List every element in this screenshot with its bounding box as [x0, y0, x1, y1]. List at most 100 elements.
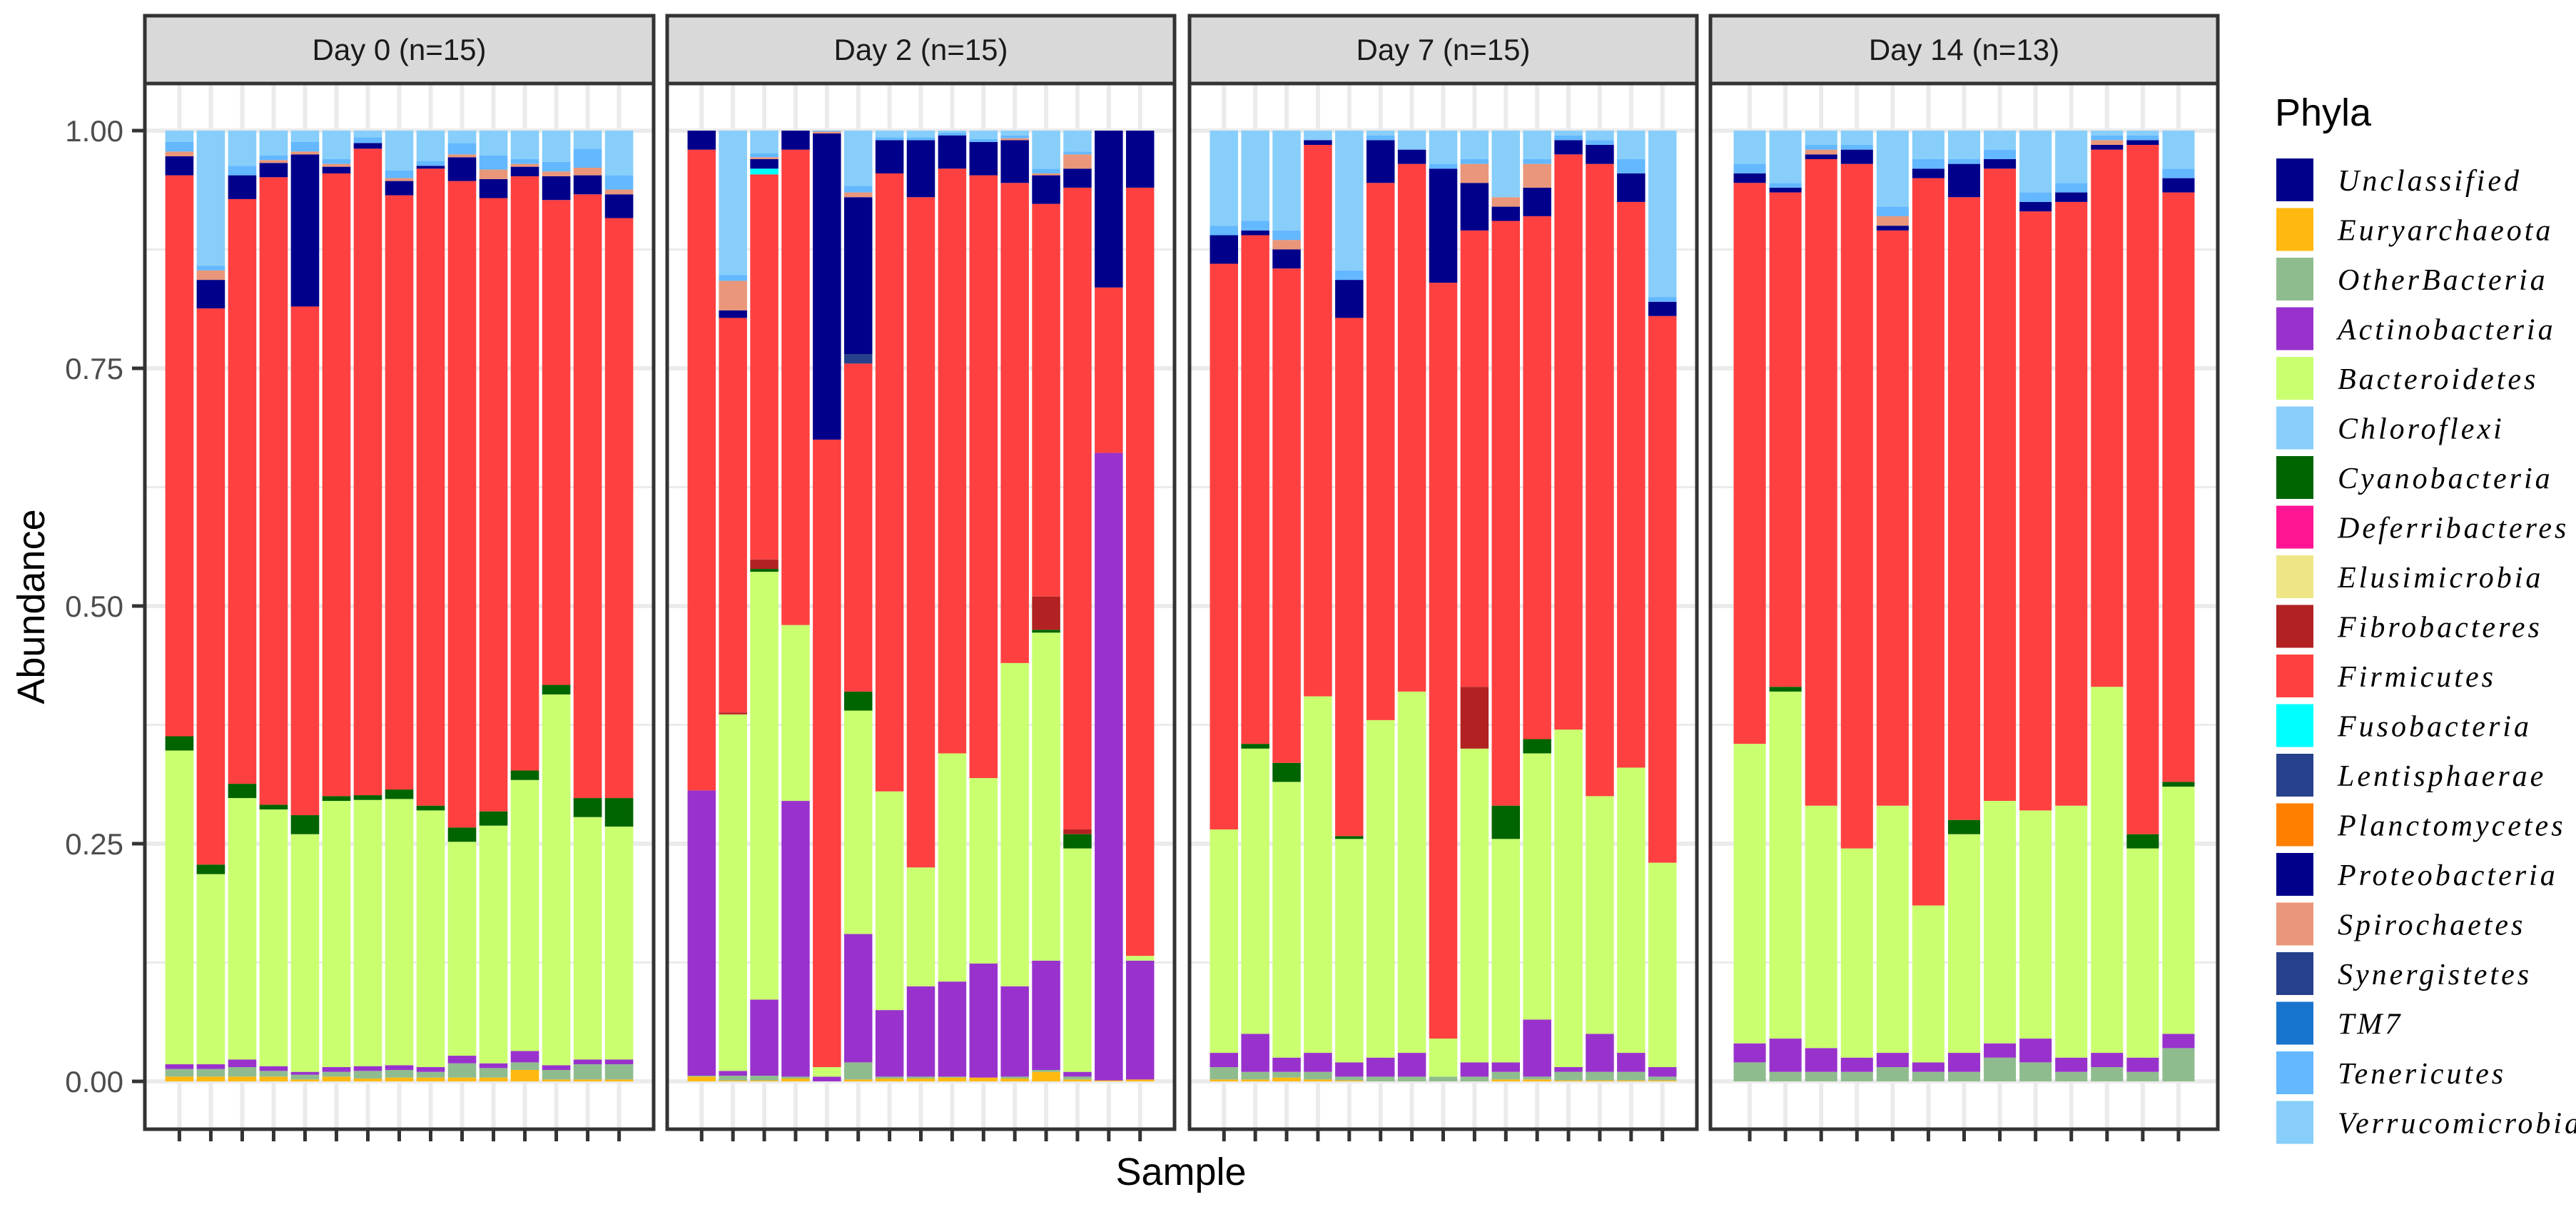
bar-segment-actinobacteria [1523, 1019, 1551, 1077]
bar-segment-bacteroidetes [1397, 691, 1426, 1054]
bar-segment-cyanobacteria [1335, 836, 1364, 839]
bar-segment-tenericutes [385, 170, 414, 178]
bar-segment-proteobacteria [750, 158, 779, 169]
legend-item: Bacteroidetes [2276, 357, 2538, 400]
bar-segment-proteobacteria [1912, 168, 1944, 178]
legend-label: Elusimicrobia [2337, 562, 2543, 595]
bar-segment-verrucomicrobia [196, 131, 225, 266]
stacked-bar [1523, 131, 1551, 1081]
bar-segment-proteobacteria [719, 310, 747, 318]
bar-segment-euryarchaeota [290, 1079, 320, 1081]
legend-key [2276, 1051, 2313, 1094]
bar-segment-cyanobacteria [1769, 687, 1802, 692]
bar-segment-firmicutes [938, 168, 967, 754]
bar-segment-verrucomicrobia [875, 131, 904, 138]
bar-segment-euryarchaeota [510, 1070, 539, 1081]
bar-segment-verrucomicrobia [385, 131, 414, 171]
bar-segment-bacteroidetes [573, 817, 602, 1060]
bar-segment-spirochaetes [1876, 216, 1909, 226]
bar-segment-spirochaetes [385, 178, 414, 181]
bar-segment-otherbacteria [259, 1071, 288, 1077]
legend-label: Bacteroidetes [2338, 363, 2538, 396]
bar-segment-bacteroidetes [1335, 839, 1364, 1063]
bar-segment-cyanobacteria [1241, 744, 1269, 749]
legend-key [2276, 704, 2313, 747]
bar-segment-firmicutes [875, 173, 904, 792]
bar-segment-euryarchaeota [322, 1076, 351, 1081]
facet-strip-label: Day 14 (n=13) [1869, 33, 2059, 66]
bar-segment-actinobacteria [1000, 986, 1029, 1077]
legend-item: Deferribacteres [2276, 505, 2566, 549]
legend-key [2276, 754, 2313, 797]
bar-segment-actinobacteria [1769, 1039, 1802, 1072]
bar-segment-actinobacteria [750, 999, 779, 1076]
bar-segment-actinobacteria [2091, 1053, 2124, 1068]
bar-segment-cyanobacteria [1063, 834, 1092, 849]
bar-segment-verrucomicrobia [353, 131, 382, 138]
legend-item: TM7 [2276, 1001, 2400, 1045]
legend-key [2276, 1001, 2313, 1045]
bar-segment-otherbacteria [1648, 1076, 1677, 1081]
bar-segment-actinobacteria [1805, 1048, 1837, 1072]
legend-key [2276, 505, 2313, 549]
bar-segment-verrucomicrobia [1554, 131, 1583, 136]
bar-segment-firmicutes [781, 149, 810, 625]
bar-segment-otherbacteria [1335, 1076, 1364, 1081]
bar-segment-bacteroidetes [1912, 905, 1944, 1063]
legend-item: Actinobacteria [2276, 307, 2553, 350]
bar-segment-firmicutes [385, 195, 414, 790]
bar-segment-cyanobacteria [1523, 739, 1551, 754]
bar-segment-bacteroidetes [1032, 632, 1060, 961]
bar-segment-cyanobacteria [2126, 834, 2159, 849]
bar-segment-firmicutes [2162, 192, 2195, 782]
bar-segment-bacteroidetes [1648, 862, 1677, 1068]
stacked-bar [1272, 131, 1301, 1081]
bar-segment-verrucomicrobia [228, 131, 257, 166]
bar-segment-fibrobacteres [1032, 596, 1060, 630]
bar-segment-fibrobacteres [750, 559, 779, 570]
bar-segment-bacteroidetes [1125, 956, 1155, 961]
bar-segment-tenericutes [969, 138, 998, 142]
bar-segment-proteobacteria [1335, 280, 1364, 318]
bar-segment-euryarchaeota [542, 1079, 571, 1081]
bar-segment-tenericutes [196, 266, 225, 271]
bar-segment-proteobacteria [542, 176, 571, 201]
bar-segment-euryarchaeota [259, 1076, 288, 1081]
bar-segment-bacteroidetes [813, 1067, 841, 1077]
bar-segment-otherbacteria [604, 1064, 634, 1080]
bar-segment-actinobacteria [1063, 1071, 1092, 1077]
bar-segment-spirochaetes [322, 163, 351, 167]
legend-key [2276, 357, 2313, 400]
bar-segment-otherbacteria [196, 1069, 225, 1077]
stacked-bar [322, 131, 351, 1081]
bar-segment-firmicutes [1063, 187, 1092, 830]
bar-segment-bacteroidetes [969, 778, 998, 964]
legend-item: Verrucomicrobia [2276, 1101, 2576, 1144]
bar-segment-firmicutes [1304, 144, 1332, 697]
stacked-bar [1805, 131, 1837, 1081]
bar-segment-tenericutes [1460, 158, 1489, 164]
bar-segment-proteobacteria [1805, 154, 1837, 159]
bar-segment-otherbacteria [1397, 1076, 1426, 1081]
bar-segment-cyanobacteria [750, 569, 779, 572]
bar-segment-firmicutes [750, 174, 779, 560]
bar-segment-bacteroidetes [447, 842, 477, 1056]
legend-label: Firmicutes [2337, 661, 2496, 694]
bar-segment-actinobacteria [479, 1063, 508, 1069]
bar-segment-firmicutes [416, 168, 445, 806]
bar-segment-actinobacteria [1397, 1053, 1426, 1077]
bar-segment-actinobacteria [322, 1067, 351, 1072]
bar-segment-proteobacteria [2091, 144, 2124, 150]
bar-segment-bacteroidetes [1366, 719, 1395, 1058]
legend-key [2276, 456, 2313, 499]
bar-segment-verrucomicrobia [604, 131, 634, 176]
bar-segment-euryarchaeota [353, 1079, 382, 1081]
bar-segment-otherbacteria [1947, 1071, 1981, 1081]
bar-segment-tenericutes [322, 158, 351, 164]
bar-segment-otherbacteria [1460, 1076, 1489, 1081]
bar-segment-otherbacteria [1876, 1067, 1909, 1081]
bar-segment-verrucomicrobia [2019, 131, 2052, 193]
stacked-bar [687, 131, 716, 1081]
bar-segment-bacteroidetes [2126, 848, 2159, 1058]
legend-label: Cyanobacteria [2338, 463, 2553, 495]
